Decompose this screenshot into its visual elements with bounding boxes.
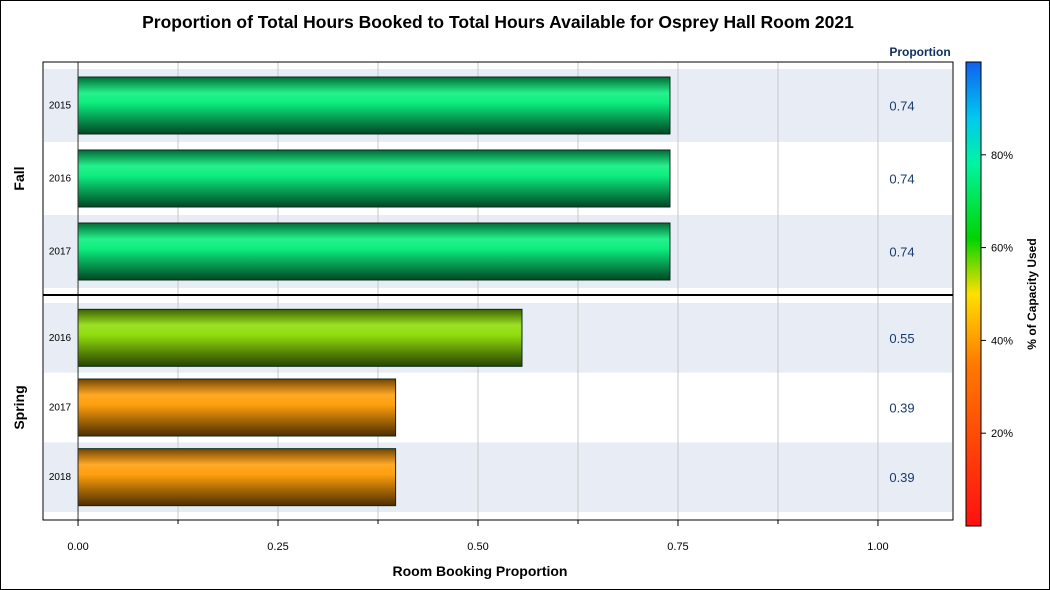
bar-fall-2015 (77, 76, 671, 135)
row-year-label: 2015 (49, 101, 72, 112)
colorbar-tick-label: 40% (991, 335, 1013, 347)
row-year-label: 2017 (49, 247, 72, 258)
value-label: 0.74 (889, 245, 914, 260)
x-tick-label: 0.00 (67, 541, 88, 553)
group-label-spring: Spring (11, 385, 27, 429)
x-tick-label: 0.25 (267, 541, 288, 553)
x-tick-label: 0.75 (667, 541, 688, 553)
value-label: 0.74 (889, 99, 914, 114)
group-label-fall: Fall (11, 166, 27, 190)
value-label: 0.55 (889, 331, 914, 346)
row-year-label: 2016 (49, 174, 72, 185)
bar-fall-2016 (77, 149, 671, 208)
colorbar-tick-label: 60% (991, 243, 1013, 255)
row-year-label: 2018 (49, 472, 72, 483)
value-label: 0.74 (889, 172, 914, 187)
value-column-header: Proportion (889, 45, 950, 59)
colorbar (965, 61, 982, 527)
value-label: 0.39 (889, 470, 914, 485)
colorbar-tick-label: 80% (991, 150, 1013, 162)
chart-title: Proportion of Total Hours Booked to Tota… (142, 12, 854, 32)
x-tick-label: 0.50 (467, 541, 488, 553)
bar-fall-2017 (77, 222, 671, 281)
x-axis-label: Room Booking Proportion (393, 563, 568, 579)
colorbar-title: % of Capacity Used (1025, 238, 1039, 349)
bar-spring-2017 (77, 378, 397, 437)
bar-spring-2016 (77, 308, 523, 367)
plot-area-border (42, 61, 954, 521)
x-tick-label: 1.00 (867, 541, 888, 553)
row-year-label: 2016 (49, 333, 72, 344)
bar-spring-2018 (77, 448, 397, 507)
colorbar-tick-label: 20% (991, 428, 1013, 440)
row-year-label: 2017 (49, 403, 72, 414)
value-label: 0.39 (889, 401, 914, 416)
